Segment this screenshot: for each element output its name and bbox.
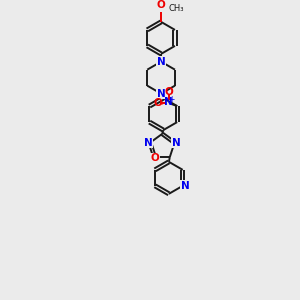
Text: O: O xyxy=(164,87,173,97)
Text: N: N xyxy=(181,181,189,191)
Text: +: + xyxy=(169,95,175,104)
Text: N: N xyxy=(144,138,153,148)
Text: N: N xyxy=(157,89,166,99)
Text: ⁻: ⁻ xyxy=(158,102,163,111)
Text: CH₃: CH₃ xyxy=(169,4,184,13)
Text: N: N xyxy=(164,97,173,107)
Text: O: O xyxy=(153,98,162,108)
Text: N: N xyxy=(157,57,166,67)
Text: O: O xyxy=(157,0,166,10)
Text: O: O xyxy=(150,153,159,163)
Text: N: N xyxy=(172,138,181,148)
